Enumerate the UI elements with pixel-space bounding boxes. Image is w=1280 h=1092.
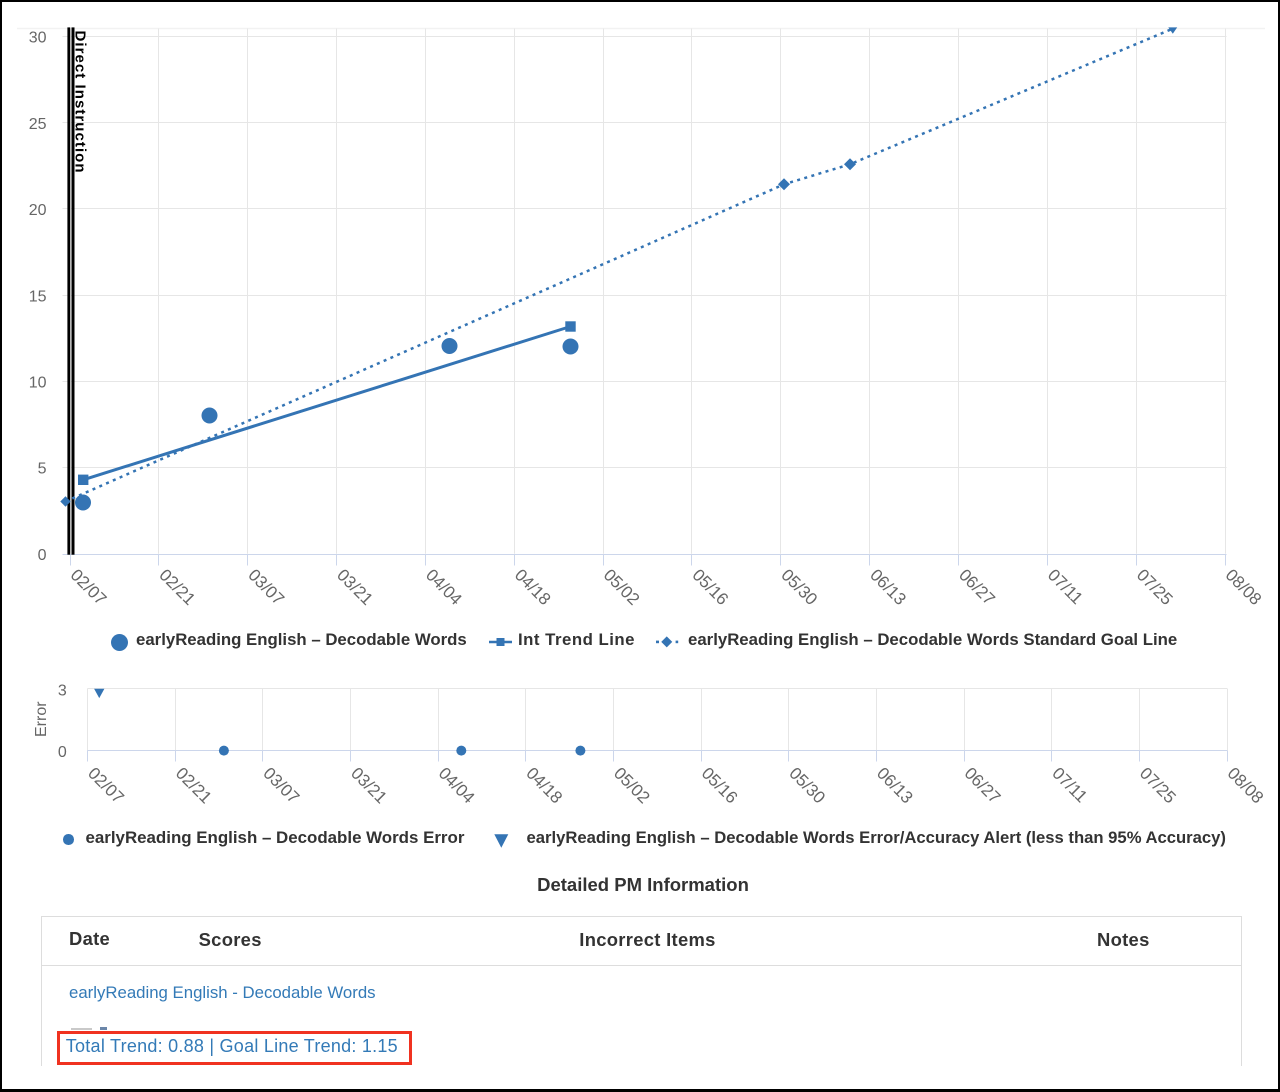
svg-text:5: 5 <box>38 461 47 478</box>
svg-text:05/16: 05/16 <box>698 764 742 808</box>
svg-text:10: 10 <box>29 375 47 392</box>
svg-text:08/08: 08/08 <box>1224 764 1268 808</box>
svg-text:20: 20 <box>29 202 47 219</box>
svg-text:07/25: 07/25 <box>1133 565 1177 609</box>
svg-text:02/21: 02/21 <box>155 565 199 609</box>
svg-text:08/08: 08/08 <box>1222 565 1266 609</box>
svg-text:03/21: 03/21 <box>333 565 377 609</box>
svg-text:04/18: 04/18 <box>522 764 566 808</box>
svg-text:25: 25 <box>29 116 47 133</box>
svg-text:03/07: 03/07 <box>259 764 303 808</box>
svg-text:06/13: 06/13 <box>866 565 910 609</box>
svg-text:30: 30 <box>29 30 47 47</box>
svg-text:02/07: 02/07 <box>67 565 111 609</box>
svg-text:04/18: 04/18 <box>511 565 555 609</box>
svg-text:05/02: 05/02 <box>600 565 644 609</box>
svg-text:02/21: 02/21 <box>172 764 216 808</box>
svg-text:Error: Error <box>33 701 50 737</box>
svg-text:Direct Instruction: Direct Instruction <box>72 31 89 174</box>
svg-text:3: 3 <box>58 683 67 700</box>
svg-text:15: 15 <box>29 288 47 305</box>
svg-text:06/27: 06/27 <box>955 565 999 609</box>
svg-text:05/30: 05/30 <box>777 565 821 609</box>
svg-text:05/16: 05/16 <box>689 565 733 609</box>
svg-text:03/07: 03/07 <box>244 565 288 609</box>
svg-text:06/27: 06/27 <box>961 764 1005 808</box>
svg-text:0: 0 <box>58 744 67 761</box>
svg-text:0: 0 <box>38 547 47 564</box>
svg-text:07/11: 07/11 <box>1044 565 1087 608</box>
svg-text:04/04: 04/04 <box>422 565 466 609</box>
svg-text:05/30: 05/30 <box>785 764 829 808</box>
svg-text:07/25: 07/25 <box>1136 764 1180 808</box>
svg-text:05/02: 05/02 <box>610 764 654 808</box>
svg-text:03/21: 03/21 <box>347 764 391 808</box>
svg-text:04/04: 04/04 <box>435 764 479 808</box>
svg-text:07/11: 07/11 <box>1048 764 1091 807</box>
svg-text:02/07: 02/07 <box>84 764 128 808</box>
svg-text:06/13: 06/13 <box>873 764 917 808</box>
